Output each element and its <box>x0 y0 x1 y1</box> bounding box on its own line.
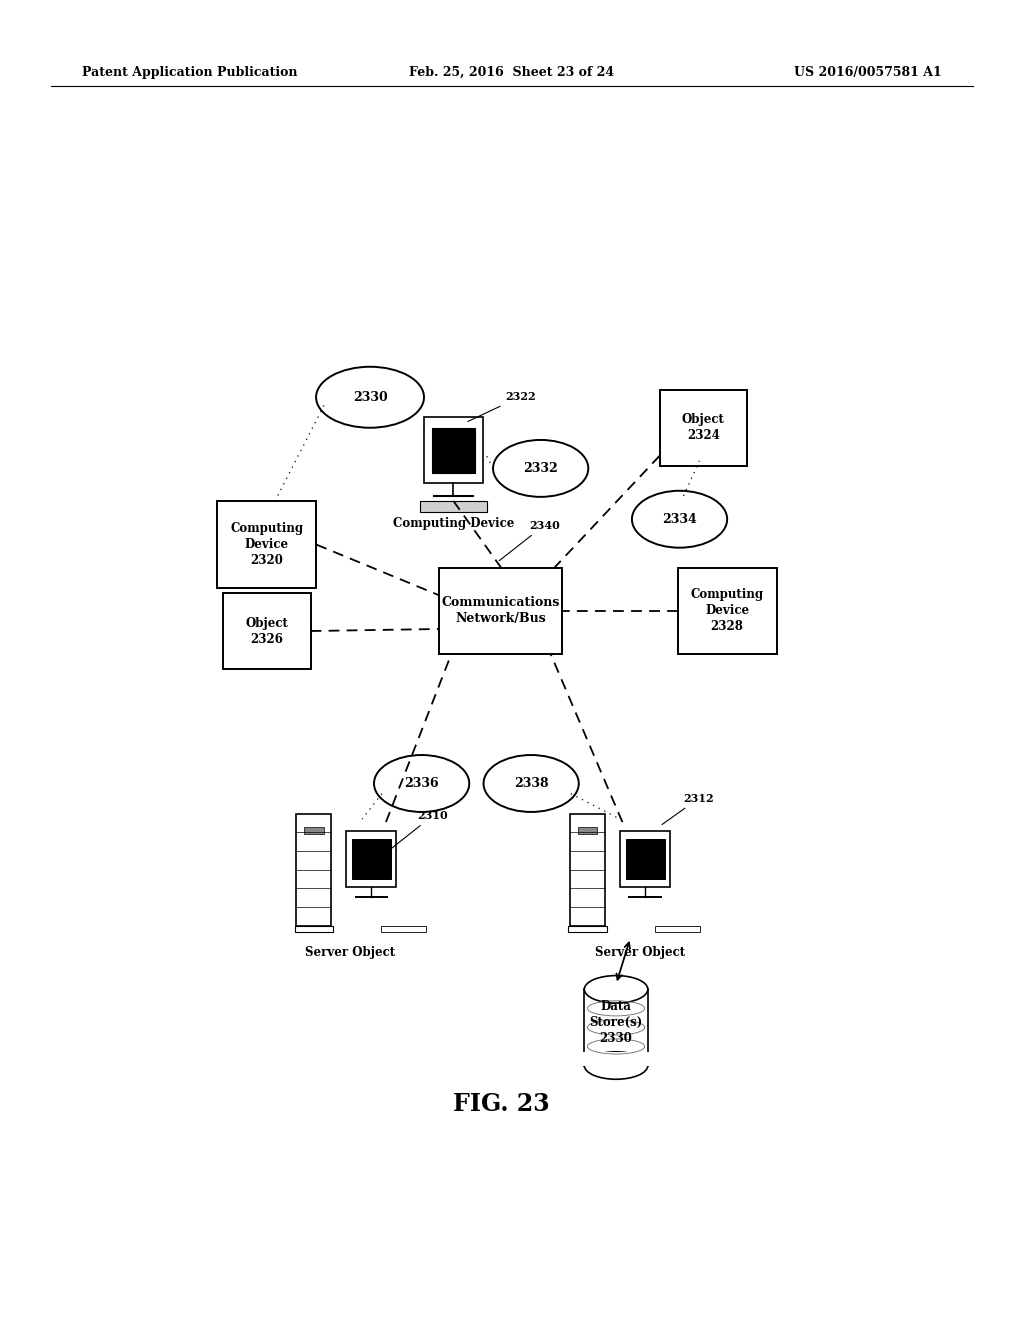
Text: 2338: 2338 <box>514 777 549 789</box>
Ellipse shape <box>374 755 469 812</box>
FancyBboxPatch shape <box>621 832 671 887</box>
FancyBboxPatch shape <box>568 925 607 932</box>
Bar <box>583 1052 649 1065</box>
Text: 2322: 2322 <box>468 391 536 421</box>
Text: Server Object: Server Object <box>595 946 685 960</box>
Text: Communications
Network/Bus: Communications Network/Bus <box>441 597 560 626</box>
Text: Computing
Device
2320: Computing Device 2320 <box>230 523 303 568</box>
FancyBboxPatch shape <box>352 840 391 879</box>
Text: Computing Device: Computing Device <box>392 517 514 531</box>
Text: 2334: 2334 <box>663 512 697 525</box>
Ellipse shape <box>483 755 579 812</box>
FancyBboxPatch shape <box>626 840 665 879</box>
FancyBboxPatch shape <box>655 925 700 932</box>
FancyBboxPatch shape <box>217 502 316 587</box>
Text: 2312: 2312 <box>662 793 714 825</box>
Ellipse shape <box>585 975 648 1003</box>
Text: Feb. 25, 2016  Sheet 23 of 24: Feb. 25, 2016 Sheet 23 of 24 <box>410 66 614 79</box>
Ellipse shape <box>494 440 588 496</box>
FancyBboxPatch shape <box>579 828 597 834</box>
Text: US 2016/0057581 A1: US 2016/0057581 A1 <box>795 66 942 79</box>
Text: 2332: 2332 <box>523 462 558 475</box>
Text: 2340: 2340 <box>500 520 559 561</box>
Ellipse shape <box>632 491 727 548</box>
FancyBboxPatch shape <box>304 828 324 834</box>
Text: 2330: 2330 <box>352 391 387 404</box>
FancyBboxPatch shape <box>570 813 605 925</box>
Text: Computing
Device
2328: Computing Device 2328 <box>690 589 764 634</box>
Text: 2310: 2310 <box>386 810 449 853</box>
FancyBboxPatch shape <box>432 428 475 473</box>
Text: Data
Store(s)
2330: Data Store(s) 2330 <box>590 999 643 1045</box>
Text: Patent Application Publication: Patent Application Publication <box>82 66 297 79</box>
Ellipse shape <box>585 1052 648 1080</box>
FancyBboxPatch shape <box>296 813 332 925</box>
Text: Server Object: Server Object <box>305 946 395 960</box>
FancyBboxPatch shape <box>424 417 483 483</box>
FancyBboxPatch shape <box>439 568 562 653</box>
Text: Object
2326: Object 2326 <box>246 616 289 645</box>
FancyBboxPatch shape <box>295 925 333 932</box>
Text: Object
2324: Object 2324 <box>682 413 725 442</box>
FancyBboxPatch shape <box>346 832 396 887</box>
Text: FIG. 23: FIG. 23 <box>453 1092 549 1115</box>
FancyBboxPatch shape <box>659 389 746 466</box>
Bar <box>585 989 648 1065</box>
Ellipse shape <box>316 367 424 428</box>
FancyBboxPatch shape <box>420 502 487 512</box>
FancyBboxPatch shape <box>381 925 426 932</box>
Text: 2336: 2336 <box>404 777 439 789</box>
FancyBboxPatch shape <box>678 568 777 653</box>
FancyBboxPatch shape <box>223 593 310 669</box>
